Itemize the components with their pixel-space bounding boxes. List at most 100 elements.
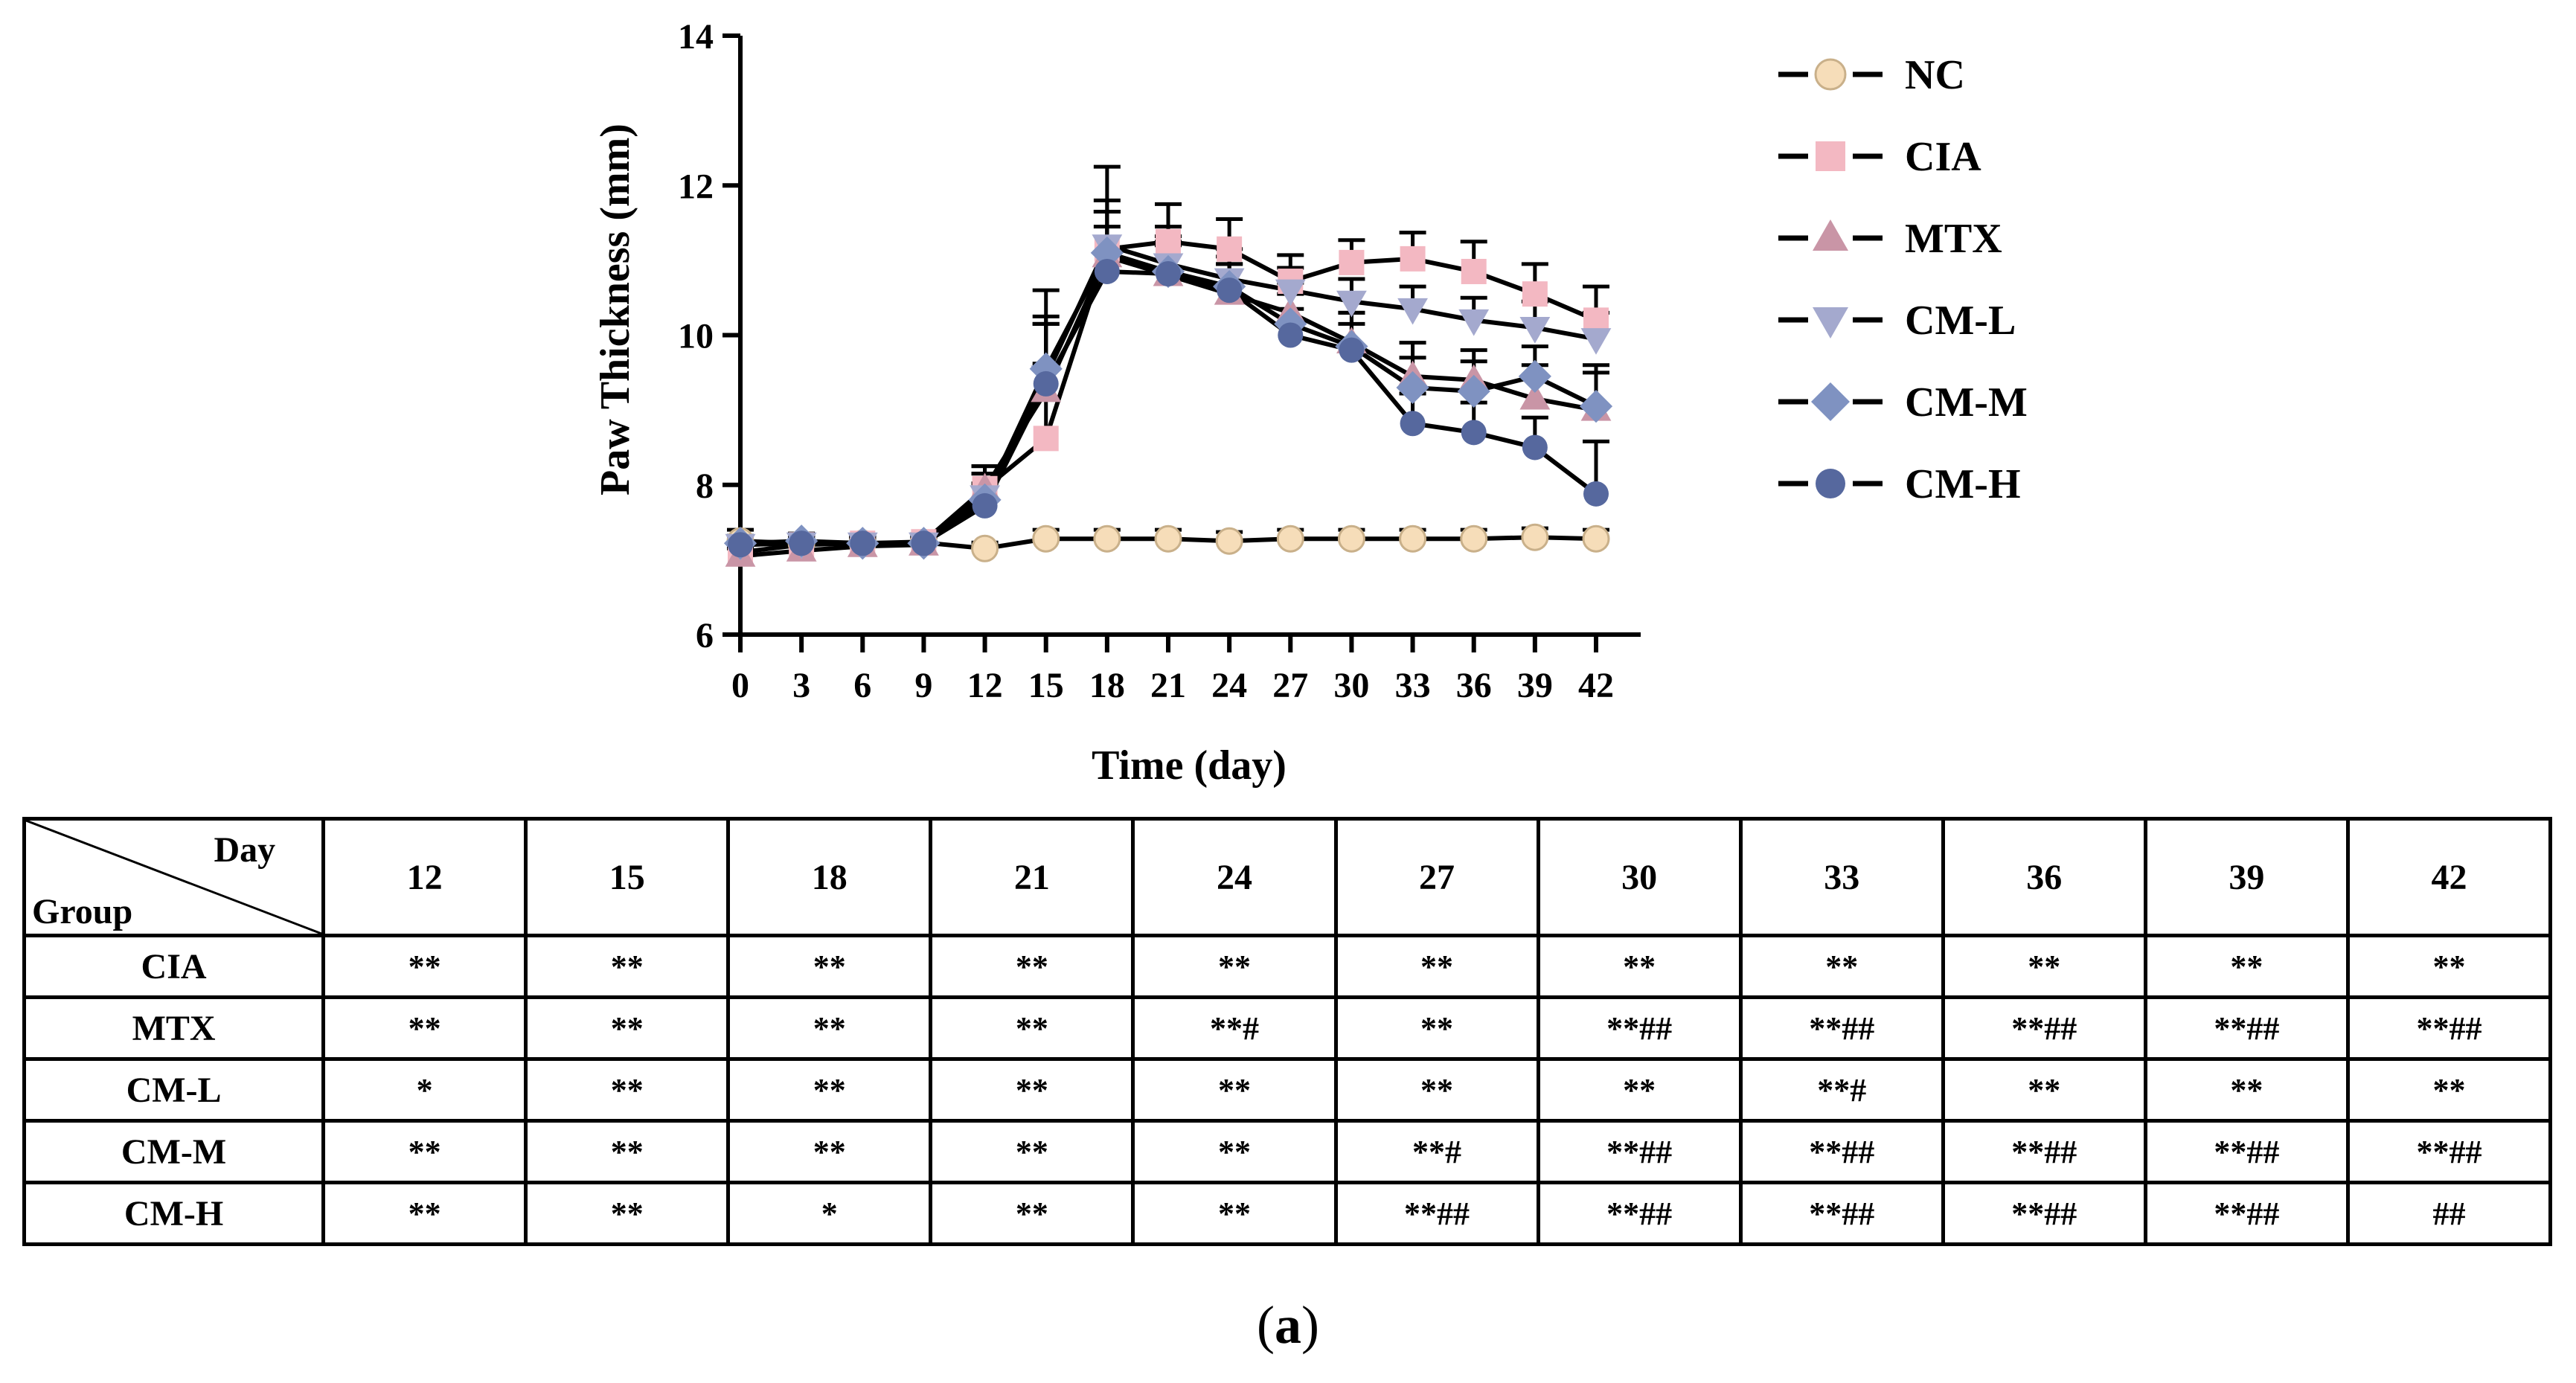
table-cell: ##: [2345, 1181, 2553, 1246]
point-cm-h: [972, 492, 998, 519]
table-cell: **#: [1738, 1057, 1945, 1123]
point-cia: [1400, 246, 1426, 272]
table-cell: **: [524, 995, 731, 1061]
table-cell: **##: [1333, 1181, 1540, 1246]
x-tick-label: 21: [1150, 666, 1186, 705]
table-cell: **: [321, 934, 528, 999]
point-nc: [1276, 524, 1304, 553]
legend-label-cm-h: CM-H: [1905, 461, 2021, 507]
y-tick-label: 6: [696, 616, 714, 655]
table-cell: **##: [1941, 1119, 2147, 1184]
table-cell: **: [726, 934, 933, 999]
point-nc: [1399, 524, 1427, 553]
table-cell: **: [1536, 1057, 1743, 1123]
point-cm-h: [1583, 481, 1609, 507]
table-cell: **: [524, 1119, 731, 1184]
caption-open: (: [1257, 1295, 1275, 1355]
table-day-header: 15: [524, 817, 731, 937]
table-cell: **##: [2143, 1181, 2350, 1246]
point-cia: [1217, 236, 1243, 262]
x-tick-label: 42: [1578, 666, 1614, 705]
table-cell: **: [321, 995, 528, 1061]
table-cell: **##: [1738, 1119, 1945, 1184]
table-cell: **: [1333, 934, 1540, 999]
point-nc: [1337, 524, 1365, 553]
legend-label-mtx: MTX: [1905, 216, 2002, 262]
table-cell: **: [1131, 1181, 1338, 1246]
table-cell: **#: [1333, 1119, 1540, 1184]
point-nc: [1582, 524, 1610, 553]
table-cell: **##: [2345, 1119, 2553, 1184]
point-cm-h: [1339, 337, 1365, 363]
table-day-header: 27: [1333, 817, 1540, 937]
table-cell: **: [2143, 934, 2350, 999]
table-cell: **##: [1536, 1119, 1743, 1184]
point-cia: [1339, 249, 1365, 275]
legend: NC CIA MTX CM-L CM-M CM-H: [1778, 52, 2028, 507]
table-cell: **: [524, 1181, 731, 1246]
x-tick-label: 6: [853, 666, 871, 705]
point-cia: [1461, 258, 1487, 284]
table-cell: **##: [1536, 995, 1743, 1061]
legend-label-cm-m: CM-M: [1905, 379, 2028, 426]
table-cell: **: [2345, 1057, 2553, 1123]
table-day-header: 18: [726, 817, 933, 937]
point-cia: [1033, 426, 1059, 452]
point-nc: [1032, 524, 1060, 553]
point-nc: [971, 534, 999, 562]
significance-table: Day Group 12 15 18 21 24 27 30 33 36 39 42 CIA ** **…: [22, 817, 2553, 1246]
legend-marker-cm-l: [1813, 307, 1848, 338]
table-cell: **: [321, 1119, 528, 1184]
caption-close: ): [1301, 1295, 1319, 1355]
y-tick-label: 14: [678, 17, 714, 57]
point-cm-l: [1397, 298, 1428, 325]
table-cell: **: [1941, 1057, 2147, 1123]
series-line-mtx: [740, 254, 1597, 559]
table-cell: **: [929, 934, 1135, 999]
point-cm-h: [1278, 322, 1304, 348]
point-cm-m: [1090, 236, 1124, 269]
point-nc: [1093, 524, 1121, 553]
figure-caption: (a): [0, 1294, 2576, 1356]
x-tick-label: 27: [1272, 666, 1308, 705]
point-cm-m: [1396, 370, 1429, 405]
table-cell: **##: [2143, 995, 2350, 1061]
legend-marker-cm-m: [1811, 382, 1850, 421]
y-tick-label: 12: [678, 167, 714, 206]
table-row: MTX ** ** ** ** **# ** **## **## **## **## **##: [22, 995, 2553, 1061]
point-cm-h: [1094, 258, 1120, 284]
table-cell: **##: [1536, 1181, 1743, 1246]
x-tick-label: 18: [1089, 666, 1125, 705]
table-corner-cell: Day Group: [22, 817, 326, 937]
point-cm-h: [1033, 370, 1059, 397]
point-cm-h: [911, 530, 937, 556]
point-cm-h: [789, 530, 815, 556]
table-day-header: 42: [2345, 817, 2553, 937]
table-cell: **##: [1738, 1181, 1945, 1246]
point-cm-h: [1522, 434, 1548, 461]
table-cell: **##: [2143, 1119, 2350, 1184]
table-cell: **: [1333, 995, 1540, 1061]
data-points: [723, 228, 1613, 567]
legend-marker-cia: [1816, 141, 1845, 171]
table-body: CIA ** ** ** ** ** ** ** ** ** ** ** MTX ** ** ** ** **# *…: [22, 934, 2553, 1246]
point-cia: [1156, 228, 1181, 254]
table-cell: **##: [2345, 995, 2553, 1061]
table-cell: *: [726, 1181, 933, 1246]
legend-label-cia: CIA: [1905, 134, 1981, 180]
point-nc: [1154, 524, 1182, 553]
table-cell: **#: [1131, 995, 1338, 1061]
point-cm-m: [1579, 389, 1613, 423]
point-cm-h: [1217, 277, 1243, 304]
point-cm-h: [850, 530, 876, 556]
x-tick-label: 15: [1028, 666, 1064, 705]
table-group-cell: MTX: [22, 995, 326, 1061]
x-tick-label: 36: [1456, 666, 1492, 705]
table-group-cell: CM-H: [22, 1181, 326, 1246]
x-tick-label: 24: [1211, 666, 1247, 705]
table-cell: **: [1131, 934, 1338, 999]
point-cm-m: [1457, 374, 1490, 408]
legend-marker-mtx: [1813, 219, 1848, 251]
point-cia: [1522, 281, 1548, 307]
